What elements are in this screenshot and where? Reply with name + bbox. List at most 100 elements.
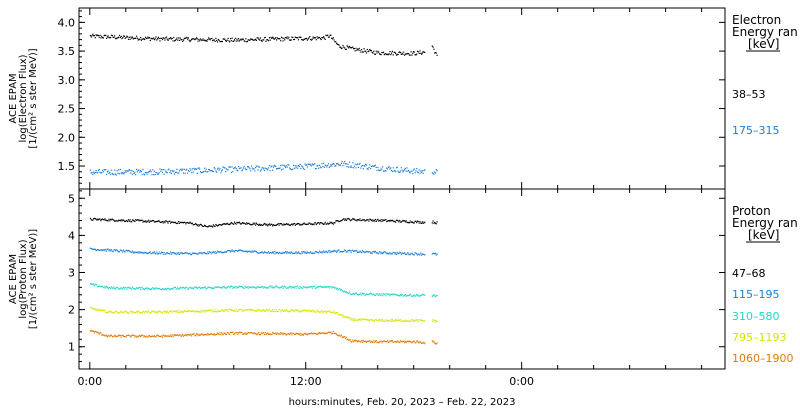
data-point [262,310,264,312]
data-point [171,288,173,290]
data-point [227,37,229,39]
data-point [213,39,215,41]
data-point [123,173,125,175]
data-point [409,54,411,56]
data-point [349,46,351,48]
data-point [233,333,236,335]
data-point [161,171,164,173]
data-point [278,287,280,289]
data-point [287,333,289,335]
data-point [145,172,147,174]
data-point [344,219,346,221]
data-point [160,335,162,338]
data-point [221,287,223,289]
data-point [136,35,138,37]
data-point [233,286,235,288]
data-point [290,224,292,226]
data-point [95,218,97,220]
data-point [157,173,159,175]
data-point [236,250,238,252]
data-point [157,312,159,314]
data-point [431,320,433,322]
data-point [185,286,187,288]
data-point [355,47,357,49]
data-point [274,333,276,335]
data-point [348,218,351,220]
data-point [393,51,395,53]
legend-title-line: Proton [732,204,771,218]
data-point [147,288,149,290]
data-point [361,165,363,167]
data-point [174,171,176,173]
data-point [185,333,187,336]
data-point [153,310,155,312]
data-point [314,222,316,224]
data-point [263,286,266,288]
data-point [326,166,328,168]
data-point [168,38,170,40]
data-point [216,333,218,335]
data-point [154,221,156,223]
data-point [204,39,206,41]
data-point [372,165,374,167]
data-point [432,294,434,296]
data-point [367,168,369,170]
data-point [365,164,368,166]
data-point [116,37,118,39]
data-point [151,38,153,40]
data-point [223,166,225,169]
data-point [225,333,227,335]
data-point [144,221,146,223]
data-point [346,218,348,220]
data-point [399,295,401,297]
data-point [126,35,128,37]
data-point [342,290,344,292]
data-point [258,309,260,311]
data-point [97,310,100,312]
data-point [148,170,151,173]
data-point [237,40,239,42]
data-point [319,285,321,287]
data-point [270,252,272,254]
data-point [98,309,100,311]
data-point [187,288,189,290]
data-point [274,310,276,312]
data-point [182,222,185,224]
data-point [386,220,388,223]
data-point [331,37,333,39]
data-point [222,223,224,225]
data-point [310,164,312,166]
data-point [189,221,191,223]
data-point [119,287,121,290]
data-point [237,333,239,335]
data-point [328,331,330,333]
data-point [415,252,417,254]
data-point [182,286,184,288]
data-point [131,335,133,337]
data-point [359,250,361,252]
data-point [194,335,196,337]
data-point [415,319,417,321]
data-point [166,335,168,337]
data-point [241,222,243,224]
data-point [212,40,214,42]
data-point [395,167,398,169]
data-point [190,333,192,335]
data-point [348,249,351,251]
data-point [415,54,417,56]
data-point [326,251,328,253]
data-point [330,311,332,313]
data-point [238,286,240,288]
data-point [141,252,143,254]
data-point [404,221,406,223]
data-point [148,287,150,289]
data-point [292,287,294,289]
data-point [435,254,437,256]
data-point [433,48,435,50]
data-point [195,253,198,255]
data-point [250,165,253,167]
data-point [302,166,304,168]
data-point [399,51,401,53]
data-series [89,33,438,56]
data-point [309,252,311,254]
